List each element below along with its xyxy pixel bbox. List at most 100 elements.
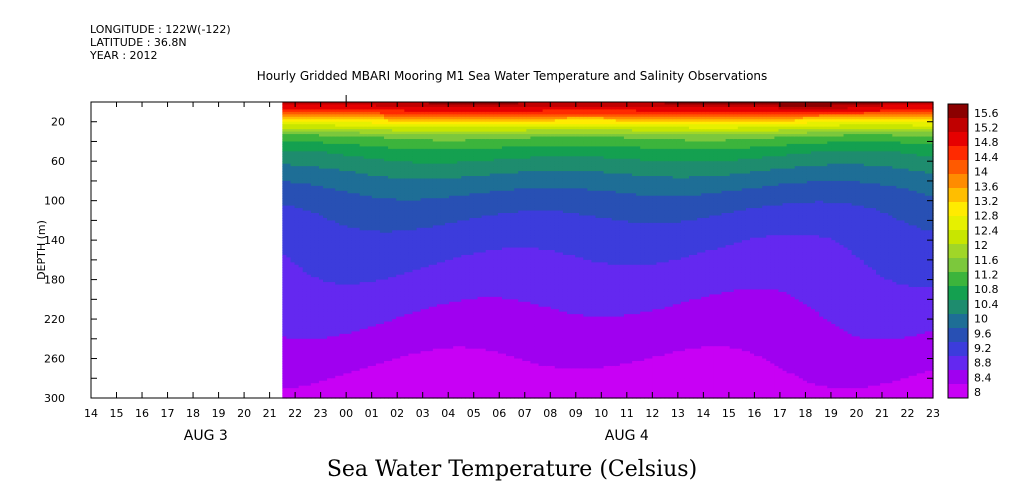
heatmap-cell (323, 356, 328, 360)
heatmap-cell (355, 333, 361, 337)
heatmap-cell (286, 245, 292, 249)
heatmap-cell (351, 385, 357, 389)
heatmap-cell (306, 267, 312, 271)
heatmap-cell (359, 306, 365, 310)
heatmap-cell (306, 324, 312, 328)
heatmap-cell (351, 225, 357, 229)
heatmap-cell (323, 358, 328, 362)
heatmap-cell (302, 346, 308, 350)
heatmap-cell (359, 282, 365, 286)
heatmap-cell (355, 321, 361, 325)
heatmap-cell (327, 114, 332, 118)
heatmap-cell (343, 227, 349, 231)
heatmap-cell (339, 289, 344, 293)
heatmap-cell (355, 158, 361, 162)
heatmap-cell (347, 136, 353, 140)
heatmap-cell (355, 380, 361, 384)
heatmap-cell (347, 393, 353, 397)
heatmap-cell (335, 237, 340, 241)
heatmap-cell (359, 311, 365, 315)
heatmap-cell (310, 178, 316, 182)
heatmap-cell (306, 353, 312, 357)
heatmap-cell (343, 200, 349, 204)
heatmap-cell (363, 139, 369, 143)
heatmap-cell (351, 109, 357, 113)
heatmap-cell (351, 171, 357, 175)
heatmap-cell (335, 109, 340, 113)
heatmap-cell (310, 129, 316, 133)
heatmap-cell (298, 161, 304, 165)
heatmap-cell (331, 346, 336, 350)
heatmap-cell (310, 156, 316, 160)
heatmap-cell (310, 287, 316, 291)
heatmap-cell (355, 393, 361, 397)
heatmap-cell (282, 254, 288, 258)
heatmap-cell (355, 173, 361, 177)
heatmap-cell (314, 198, 320, 202)
heatmap-cell (318, 296, 324, 300)
heatmap-cell (314, 365, 320, 369)
heatmap-cell (282, 269, 288, 273)
heatmap-cell (282, 346, 288, 350)
heatmap-cell (355, 250, 361, 254)
heatmap-cell (310, 262, 316, 266)
heatmap-cell (286, 210, 292, 214)
heatmap-cell (302, 311, 308, 315)
heatmap-cell (302, 291, 308, 295)
heatmap-cell (298, 232, 304, 236)
heatmap-cell (335, 316, 340, 320)
heatmap-cell (359, 195, 365, 199)
heatmap-cell (331, 104, 336, 108)
heatmap-cell (302, 301, 308, 305)
heatmap-cell (351, 348, 357, 352)
heatmap-cell (339, 324, 344, 328)
heatmap-cell (363, 178, 369, 182)
heatmap-cell (355, 385, 361, 389)
heatmap-cell (335, 259, 340, 263)
heatmap-cell (331, 148, 336, 152)
heatmap-cell (347, 153, 353, 157)
heatmap-cell (339, 114, 344, 118)
heatmap-cell (343, 183, 349, 187)
heatmap-cell (351, 284, 357, 288)
heatmap-cell (282, 267, 288, 271)
heatmap-cell (351, 131, 357, 135)
heatmap-cell (343, 203, 349, 207)
heatmap-cell (327, 264, 332, 268)
heatmap-cell (331, 217, 336, 221)
heatmap-cell (318, 383, 324, 387)
heatmap-cell (282, 153, 288, 157)
heatmap-cell (343, 215, 349, 219)
heatmap-cell (298, 129, 304, 133)
heatmap-cell (286, 363, 292, 367)
heatmap-cell (302, 240, 308, 244)
heatmap-cell (359, 378, 365, 382)
heatmap-cell (331, 306, 336, 310)
heatmap-cell (306, 158, 312, 162)
heatmap-cell (282, 173, 288, 177)
heatmap-cell (298, 124, 304, 128)
heatmap-cell (327, 210, 332, 214)
heatmap-cell (323, 161, 328, 165)
heatmap-cell (335, 190, 340, 194)
heatmap-cell (359, 215, 365, 219)
heatmap-cell (302, 235, 308, 239)
heatmap-cell (323, 361, 328, 365)
heatmap-cell (286, 247, 292, 251)
heatmap-cell (294, 143, 300, 147)
heatmap-cell (282, 324, 288, 328)
heatmap-cell (323, 314, 328, 318)
heatmap-cell (351, 143, 357, 147)
heatmap-cell (355, 213, 361, 217)
heatmap-cell (355, 294, 361, 298)
heatmap-cell (282, 395, 288, 399)
heatmap-cell (343, 361, 349, 365)
heatmap-cell (343, 121, 349, 125)
heatmap-cell (282, 304, 288, 308)
heatmap-cell (282, 203, 288, 207)
heatmap-cell (294, 250, 300, 254)
heatmap-cell (355, 341, 361, 345)
heatmap-cell (314, 151, 320, 155)
heatmap-cell (359, 124, 365, 128)
heatmap-cell (335, 365, 340, 369)
